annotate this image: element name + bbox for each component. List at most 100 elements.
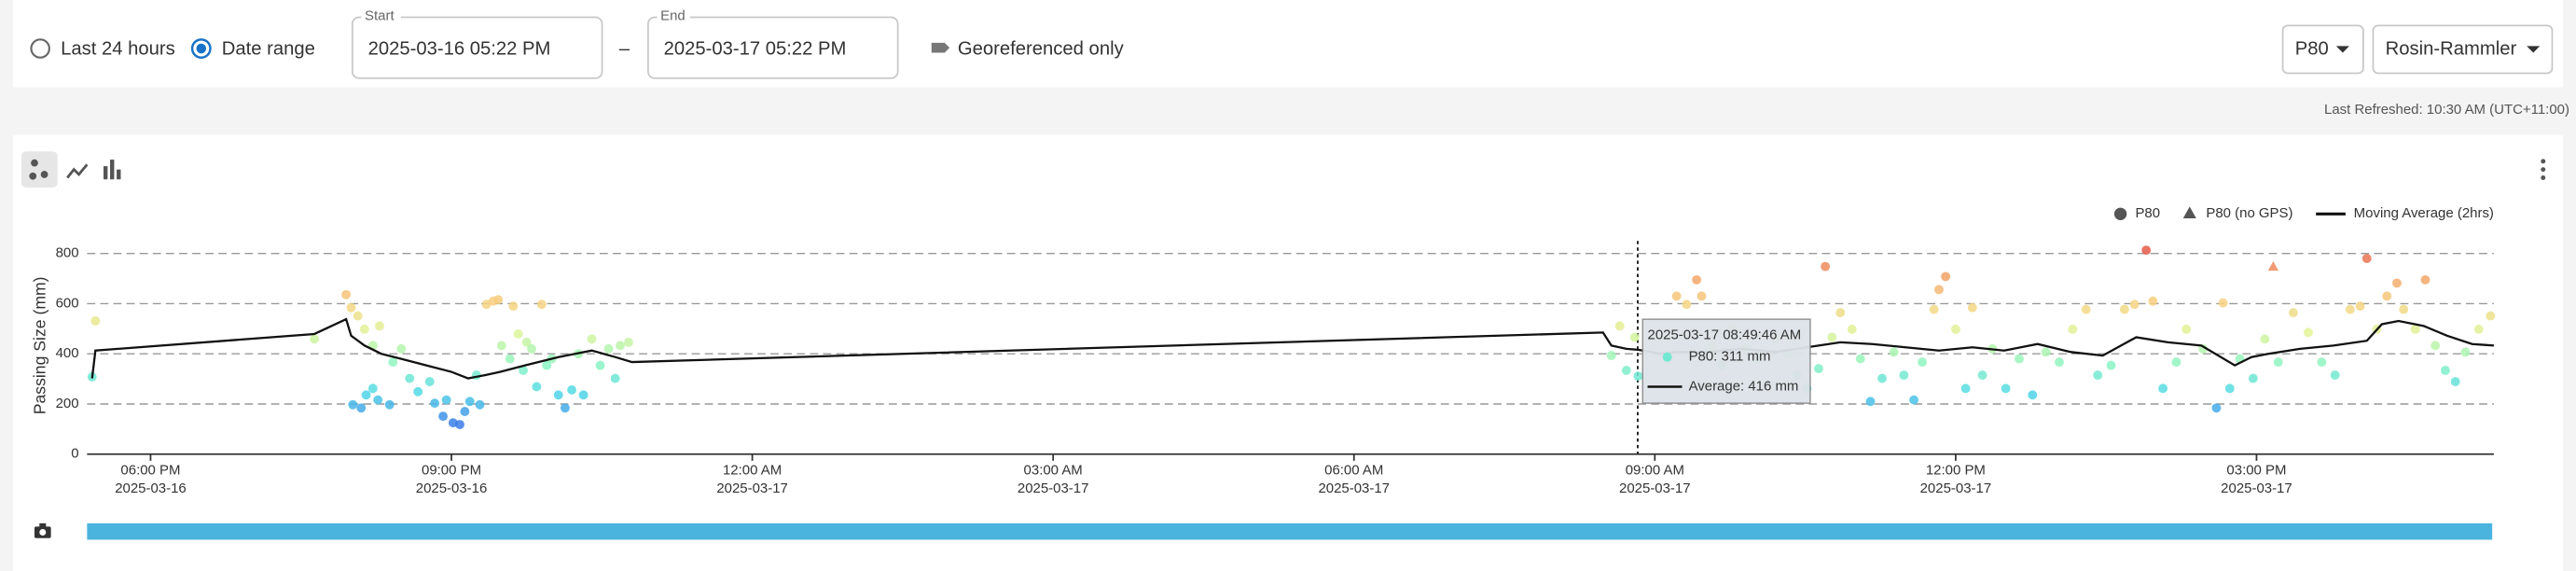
data-point — [90, 316, 101, 326]
view-button-active[interactable] — [21, 151, 58, 188]
data-point — [2382, 291, 2392, 301]
start-input[interactable] — [351, 16, 603, 79]
data-point — [519, 366, 529, 375]
line-icon[interactable] — [66, 163, 89, 179]
x-tick-label: 06:00 AM — [1324, 462, 1383, 478]
tooltip-average: Average: 416 mm — [1689, 378, 1799, 394]
data-point — [1847, 324, 1857, 334]
y-tick-label: 600 — [56, 295, 79, 311]
data-point — [424, 377, 435, 387]
data-point — [1814, 364, 1823, 374]
data-point — [493, 295, 504, 305]
data-point — [2473, 324, 2484, 334]
data-point — [1889, 347, 1899, 357]
radio-dot — [196, 43, 207, 54]
tooltip-time: 2025-03-17 08:49:46 AM — [1648, 327, 1802, 343]
dropdown-value: Rosin-Rammler — [2386, 38, 2517, 59]
tooltip-box — [1641, 318, 1811, 404]
data-point — [438, 411, 448, 422]
data-point — [508, 301, 519, 312]
radio-label[interactable]: Date range — [222, 38, 315, 59]
x-tick-label: 12:00 AM — [723, 462, 782, 478]
data-point — [396, 343, 407, 354]
data-point — [2028, 390, 2038, 400]
data-point — [587, 334, 597, 344]
camera-icon[interactable] — [34, 522, 51, 538]
data-point — [616, 341, 625, 351]
data-point — [521, 337, 532, 347]
data-point — [405, 373, 415, 383]
data-point — [384, 399, 395, 410]
data-point — [2420, 274, 2431, 285]
data-point — [2093, 370, 2103, 381]
data-point — [1682, 299, 1692, 310]
data-point — [373, 395, 383, 405]
data-point — [475, 399, 485, 410]
plot: 0 200 400 600 800 06:00 PM 2025-03-16 09:00 PM 2… — [56, 241, 2496, 496]
end-input[interactable] — [647, 16, 899, 79]
data-point — [1950, 324, 1960, 334]
label-bg — [657, 7, 690, 25]
data-point — [595, 360, 605, 370]
x-tick-date: 2025-03-17 — [2221, 480, 2292, 496]
bar-icon[interactable] — [103, 160, 121, 180]
metric-dropdown[interactable] — [2281, 24, 2364, 75]
radio-last-24[interactable] — [30, 38, 50, 59]
data-point — [2330, 370, 2340, 381]
y-tick-label: 800 — [56, 245, 79, 261]
data-point — [353, 311, 363, 321]
x-tick-label: 03:00 PM — [2226, 462, 2286, 478]
data-point — [536, 299, 547, 310]
input-label: End — [660, 8, 686, 24]
x-tick-label: 06:00 PM — [120, 462, 180, 478]
data-point — [356, 403, 367, 413]
data-point — [1909, 395, 1919, 405]
data-point — [2248, 373, 2258, 383]
x-tick-label: 09:00 PM — [422, 462, 481, 478]
legend-triangle — [2182, 206, 2196, 219]
data-point — [2260, 334, 2270, 344]
data-point — [1977, 370, 1987, 381]
data-point — [2392, 278, 2402, 288]
x-tick-date: 2025-03-17 — [1318, 480, 1390, 496]
data-point — [2211, 403, 2222, 413]
x-tick-label: 03:00 AM — [1024, 462, 1083, 478]
caret — [2335, 46, 2349, 53]
x-tick-date: 2025-03-17 — [716, 480, 788, 496]
data-point — [610, 373, 620, 383]
data-point — [2410, 324, 2420, 334]
data-point — [567, 384, 576, 395]
data-point — [496, 341, 506, 351]
data-point — [430, 398, 440, 409]
data-point — [455, 420, 464, 429]
caret — [2527, 46, 2541, 53]
dropdown-value: P80 — [2295, 38, 2329, 59]
input-value[interactable]: 2025-03-17 05:22 PM — [664, 38, 847, 59]
kebab-menu[interactable] — [2541, 159, 2546, 180]
data-point — [2119, 304, 2129, 314]
data-point — [1865, 397, 1876, 407]
data-point — [346, 302, 356, 313]
tag-icon[interactable] — [931, 42, 950, 53]
y-tick-label: 0 — [71, 446, 78, 462]
data-point — [341, 289, 352, 299]
data-point — [603, 343, 614, 354]
radio-label[interactable]: Last 24 hours — [61, 38, 175, 59]
data-point — [388, 357, 398, 368]
input-label: Start — [365, 8, 395, 24]
data-point — [2181, 324, 2192, 334]
input-value[interactable]: 2025-03-16 05:22 PM — [368, 38, 551, 59]
data-point — [413, 386, 423, 397]
timeline-bar[interactable] — [87, 522, 2493, 540]
data-point — [1899, 370, 1909, 381]
data-point — [542, 360, 552, 370]
data-point — [1967, 302, 1977, 313]
data-point — [2158, 383, 2168, 394]
data-point — [2068, 324, 2078, 334]
data-point — [1606, 351, 1616, 361]
data-point — [310, 334, 320, 344]
model-dropdown[interactable] — [2372, 24, 2554, 75]
scatter-icon[interactable] — [29, 159, 48, 180]
toggle-label[interactable]: Georeferenced only — [958, 38, 1125, 59]
